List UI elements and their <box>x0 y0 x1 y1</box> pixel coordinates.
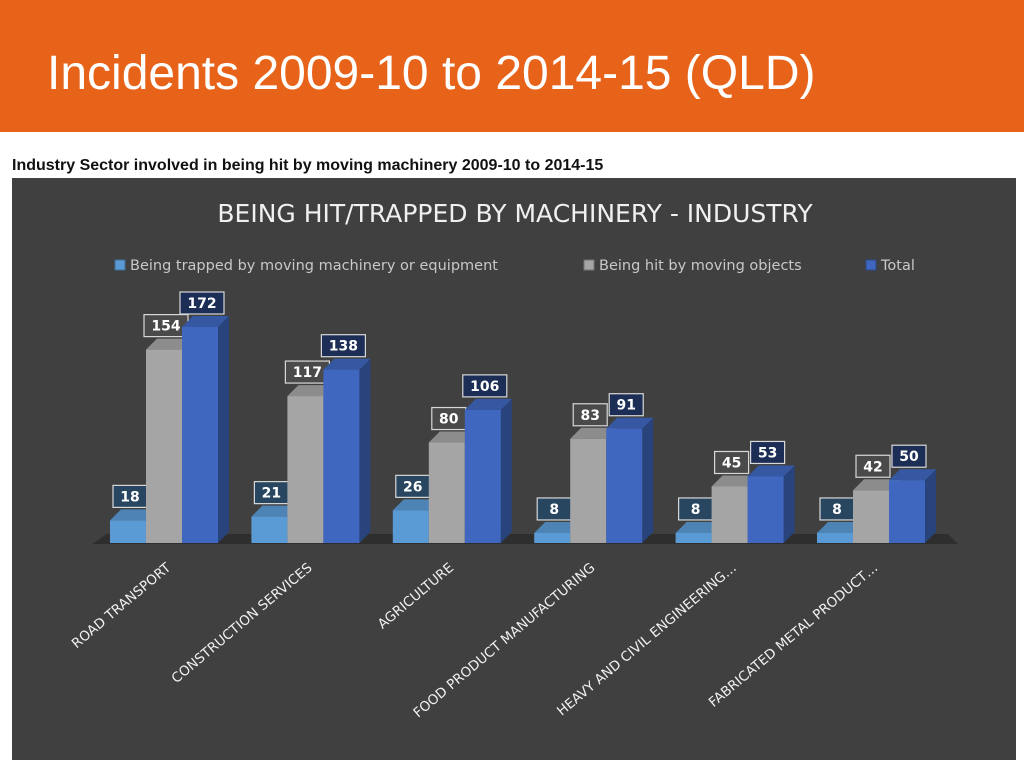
data-label: 154 <box>151 319 180 335</box>
slide-title: Incidents 2009-10 to 2014-15 (QLD) <box>47 47 816 100</box>
bar <box>747 476 784 543</box>
bar-top <box>817 521 864 533</box>
bar-top <box>251 505 299 517</box>
legend-swatch <box>865 259 877 271</box>
data-label: 8 <box>691 502 701 518</box>
bar-side <box>783 465 795 543</box>
data-label: 8 <box>832 502 842 518</box>
data-label: 80 <box>439 412 459 428</box>
bar-side <box>218 316 229 543</box>
bar <box>110 520 146 543</box>
data-label: 83 <box>580 408 599 424</box>
bar <box>606 428 643 543</box>
bar <box>853 490 889 543</box>
bar <box>464 409 501 543</box>
data-label: 91 <box>616 398 635 414</box>
bar <box>675 532 712 543</box>
bar <box>428 442 465 543</box>
bar-side <box>925 469 936 543</box>
data-label: 50 <box>899 449 919 465</box>
bar-top <box>570 427 618 439</box>
bar <box>570 438 607 543</box>
data-label-box <box>749 440 786 465</box>
data-label: 42 <box>863 459 882 475</box>
bar <box>251 516 288 543</box>
chart: BEING HIT/TRAPPED BY MACHINERY - INDUSTR… <box>12 178 1016 760</box>
bar-top <box>110 509 157 521</box>
data-label-box <box>179 291 225 315</box>
data-label: 21 <box>262 486 281 502</box>
data-label-box <box>713 450 750 475</box>
bar-side <box>500 398 512 543</box>
bar-top <box>146 338 193 350</box>
data-label: 18 <box>120 489 139 505</box>
data-label-box <box>608 393 644 417</box>
bar <box>889 480 925 543</box>
legend-swatch <box>114 259 126 271</box>
bar <box>534 532 571 543</box>
legend-swatch <box>583 259 595 271</box>
bar-top <box>287 385 335 397</box>
data-label: 117 <box>293 365 322 381</box>
legend-label: Total <box>880 258 915 274</box>
data-label: 106 <box>470 379 499 395</box>
bar-top <box>392 499 440 511</box>
data-label: 172 <box>187 296 216 312</box>
bar <box>323 369 360 543</box>
data-label: 138 <box>329 339 358 355</box>
bar-top <box>711 475 759 487</box>
bar-top <box>853 479 900 491</box>
legend-label: Being hit by moving objects <box>599 258 802 274</box>
bar-side <box>642 417 654 543</box>
data-label: 26 <box>403 479 422 495</box>
data-label-box <box>891 444 927 468</box>
data-label-box <box>855 454 891 478</box>
bar <box>287 396 324 543</box>
data-label-box <box>320 334 366 358</box>
bar <box>146 349 182 543</box>
legend-label: Being trapped by moving machinery or equ… <box>130 258 498 274</box>
bar-top <box>534 521 582 533</box>
data-label-box <box>462 374 508 398</box>
data-label: 53 <box>758 445 777 461</box>
chart-title: BEING HIT/TRAPPED BY MACHINERY - INDUSTR… <box>217 199 813 228</box>
bar <box>817 532 853 543</box>
bar-top <box>889 469 936 481</box>
data-label-box <box>572 403 608 427</box>
bar <box>392 510 429 543</box>
bar-top <box>323 358 371 370</box>
bar-top <box>675 521 723 533</box>
bar-top <box>606 417 654 429</box>
caption: Industry Sector involved in being hit by… <box>12 157 604 174</box>
bar-top <box>428 431 476 443</box>
header: Incidents 2009-10 to 2014-15 (QLD) <box>0 0 1024 132</box>
bar-top <box>464 398 512 410</box>
bar-top <box>182 316 229 327</box>
bar <box>711 486 748 543</box>
bar <box>182 327 218 543</box>
data-label: 8 <box>549 502 559 518</box>
data-label: 45 <box>722 455 741 471</box>
bar-top <box>747 465 795 477</box>
bar-side <box>359 358 371 543</box>
